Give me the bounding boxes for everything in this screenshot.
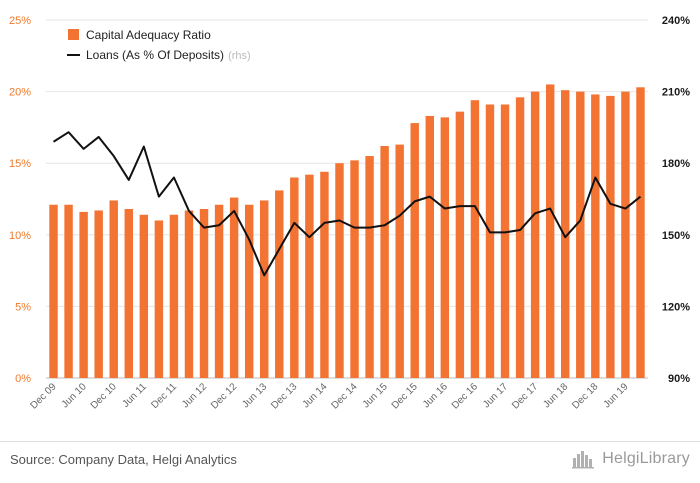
bar [169, 214, 179, 378]
x-axis-tick-label: Jun 18 [541, 381, 570, 410]
bar [305, 174, 314, 378]
bar-series [49, 84, 645, 379]
bar [229, 197, 239, 378]
legend-label-loans-text: Loans (As % Of Deposits) [86, 48, 224, 62]
bar [591, 94, 600, 379]
left-axis-tick-label: 15% [9, 158, 31, 170]
bar [199, 209, 209, 378]
bar [485, 104, 495, 379]
bar [380, 146, 389, 378]
x-axis-tick-label: Jun 17 [481, 381, 510, 410]
bar [636, 87, 645, 379]
legend: Capital Adequacy Ratio Loans (As % Of De… [67, 28, 251, 62]
bar [94, 210, 103, 378]
right-axis-tick-label: 180% [662, 158, 690, 170]
bar [109, 200, 118, 378]
x-axis-tick-label: Dec 14 [329, 381, 359, 411]
x-axis-tick-label: Jun 13 [240, 381, 269, 410]
bar [260, 200, 269, 378]
left-axis: 0% 5% 10% 15% 20% 25% [9, 15, 31, 385]
x-axis-tick-label: Jun 16 [421, 381, 450, 410]
bar [455, 111, 465, 379]
bar [275, 190, 284, 378]
x-axis-tick-label: Jun 10 [60, 381, 89, 410]
bar [124, 209, 133, 378]
x-axis-tick-label: Dec 13 [269, 381, 299, 411]
bar [290, 177, 299, 378]
bar [500, 104, 510, 379]
brand-name: HelgiLibrary [602, 450, 690, 467]
bar [244, 204, 254, 378]
bar [470, 100, 480, 378]
x-axis-tick-label: Jun 15 [361, 381, 390, 410]
bar [545, 84, 555, 378]
x-axis: Dec 09 Jun 10 Dec 10 Jun 11 Dec 11 Jun 12 Dec … [28, 381, 630, 411]
bar [440, 117, 450, 378]
bar [154, 220, 164, 378]
brand-logo: HelgiLibrary [572, 449, 690, 469]
bar [214, 204, 224, 378]
left-axis-tick-label: 0% [15, 373, 31, 385]
source-note: Source: Company Data, Helgi Analytics [10, 452, 237, 467]
bar [425, 115, 434, 378]
legend-label-rhs-note: (rhs) [228, 50, 251, 62]
bar [606, 95, 615, 379]
x-axis-tick-label: Dec 12 [209, 381, 239, 411]
bar [64, 204, 73, 378]
legend-label-capital-adequacy: Capital Adequacy Ratio [86, 28, 211, 42]
bar [365, 156, 374, 378]
right-axis-tick-label: 210% [662, 87, 690, 99]
legend-label-loans: Loans (As % Of Deposits) (rhs) [86, 48, 251, 62]
gridlines [46, 19, 648, 379]
bar [576, 91, 585, 378]
right-axis-tick-label: 240% [662, 15, 690, 27]
bar [515, 97, 525, 378]
helgilibrary-logo-icon [572, 451, 595, 469]
x-axis-tick-label: Jun 14 [301, 381, 330, 410]
bar [139, 214, 149, 378]
bar [350, 160, 359, 378]
bar [530, 91, 540, 378]
bar [395, 144, 404, 378]
bar [621, 91, 630, 378]
left-axis-tick-label: 10% [9, 230, 31, 242]
bar [49, 204, 58, 378]
legend-swatch-capital-adequacy [68, 29, 79, 40]
x-axis-tick-label: Dec 15 [390, 381, 420, 411]
right-axis-tick-label: 90% [668, 373, 690, 385]
bar [410, 123, 419, 378]
right-axis: 90% 120% 150% 180% 210% 240% [662, 15, 690, 385]
bar [335, 163, 344, 378]
x-axis-tick-label: Dec 10 [89, 381, 119, 411]
x-axis-tick-label: Dec 11 [149, 381, 179, 411]
left-axis-tick-label: 25% [9, 15, 31, 27]
bar [79, 211, 88, 378]
bar [561, 90, 570, 379]
loans-line [52, 131, 642, 277]
right-axis-tick-label: 150% [662, 230, 690, 242]
bar [320, 171, 329, 378]
line-series [52, 131, 642, 277]
x-axis-tick-label: Jun 12 [180, 381, 209, 410]
x-axis-tick-label: Jun 19 [602, 381, 631, 410]
left-axis-tick-label: 20% [9, 87, 31, 99]
x-axis-tick-label: Dec 17 [510, 381, 540, 411]
left-axis-tick-label: 5% [15, 301, 31, 313]
x-axis-tick-label: Jun 11 [120, 381, 149, 410]
x-axis-tick-label: Dec 16 [450, 381, 480, 411]
footer-divider [0, 441, 700, 442]
bar [184, 210, 194, 378]
right-axis-tick-label: 120% [662, 301, 690, 313]
chart-svg: 0% 5% 10% 15% 20% 25% 90% 120% 150% 180% 210% 240%… [9, 15, 690, 412]
x-axis-tick-label: Dec 09 [28, 381, 58, 411]
x-axis-tick-label: Dec 18 [570, 381, 600, 411]
